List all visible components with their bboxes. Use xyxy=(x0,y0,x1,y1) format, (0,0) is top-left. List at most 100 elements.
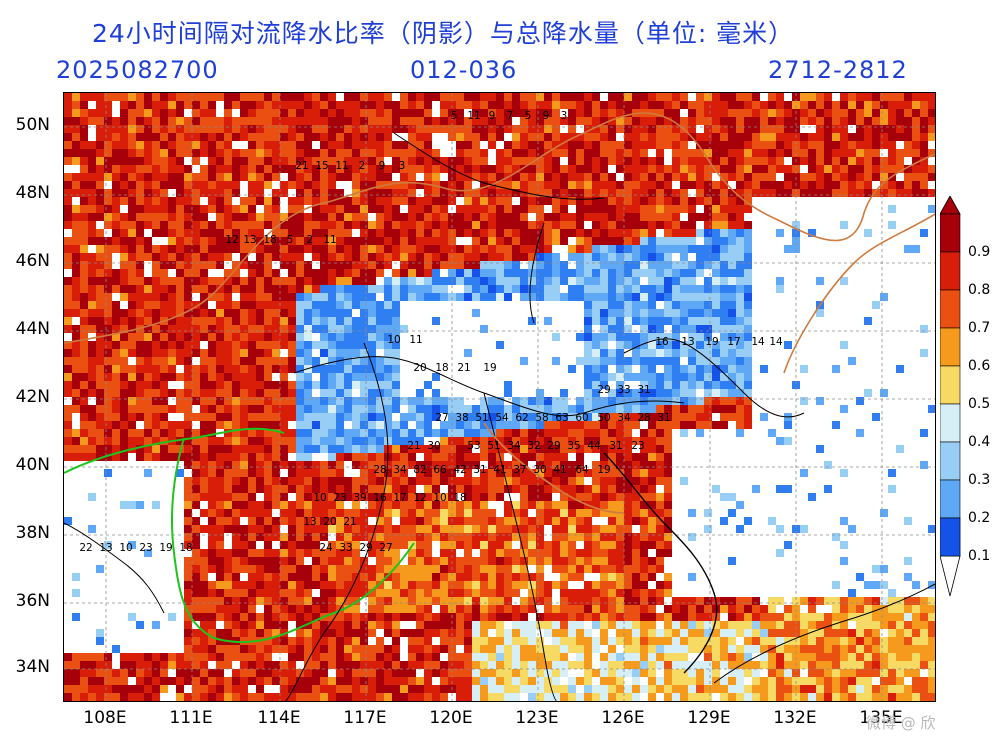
shade-cell xyxy=(216,237,224,245)
shade-cell xyxy=(832,101,840,109)
shade-cell xyxy=(616,293,624,301)
shade-cell xyxy=(464,285,472,293)
shade-cell xyxy=(272,589,280,597)
shade-cell xyxy=(312,525,320,533)
shade-cell xyxy=(600,429,608,437)
shade-cell xyxy=(248,581,256,589)
shade-cell xyxy=(664,413,672,421)
shade-cell xyxy=(560,173,568,181)
shade-cell xyxy=(328,485,336,493)
shade-cell xyxy=(232,269,240,277)
shade-cell xyxy=(320,605,328,613)
shade-cell xyxy=(632,469,640,477)
shade-cell xyxy=(200,181,208,189)
shade-cell xyxy=(496,445,504,453)
shade-cell xyxy=(320,189,328,197)
shade-cell xyxy=(736,133,744,141)
shade-cell xyxy=(456,293,464,301)
shade-cell xyxy=(232,117,240,125)
shade-cell xyxy=(872,101,880,109)
shade-cell xyxy=(240,589,248,597)
shade-cell xyxy=(432,269,440,277)
shade-cell xyxy=(328,549,336,557)
shade-cell xyxy=(728,325,736,333)
shade-cell xyxy=(656,93,664,101)
shade-cell xyxy=(560,221,568,229)
shade-cell xyxy=(584,173,592,181)
shade-cell xyxy=(472,509,480,517)
shade-cell xyxy=(432,277,440,285)
shade-cell xyxy=(504,525,512,533)
shade-cell xyxy=(496,493,504,501)
shade-cell xyxy=(384,93,392,101)
shade-cell xyxy=(400,501,408,509)
shade-cell xyxy=(200,301,208,309)
shade-cell xyxy=(152,157,160,165)
shade-cell xyxy=(184,421,192,429)
shade-cell xyxy=(864,141,872,149)
shade-cell xyxy=(408,413,416,421)
shade-cell xyxy=(80,445,88,453)
shade-cell xyxy=(456,605,464,613)
shade-cell xyxy=(536,245,544,253)
shade-cell xyxy=(472,213,480,221)
shade-cell xyxy=(544,245,552,253)
shade-cell xyxy=(648,205,656,213)
shade-cell xyxy=(848,93,856,101)
shade-cell xyxy=(208,517,216,525)
shade-cell xyxy=(384,189,392,197)
shade-cell xyxy=(360,229,368,237)
shade-cell xyxy=(512,605,520,613)
shade-cell xyxy=(816,101,824,109)
shade-cell xyxy=(624,149,632,157)
shade-cell xyxy=(488,117,496,125)
shade-cell xyxy=(440,237,448,245)
shade-cell xyxy=(368,173,376,181)
shade-cell xyxy=(136,349,144,357)
shade-cell xyxy=(640,197,648,205)
shade-cell xyxy=(728,389,736,397)
shade-cell xyxy=(64,245,72,253)
shade-cell xyxy=(688,301,696,309)
shade-cell xyxy=(128,93,136,101)
shade-cell xyxy=(200,237,208,245)
shade-cell xyxy=(344,525,352,533)
shade-cell xyxy=(520,413,528,421)
shade-cell xyxy=(272,381,280,389)
shade-cell xyxy=(232,381,240,389)
shade-cell xyxy=(152,189,160,197)
shade-cell xyxy=(728,197,736,205)
shade-cell xyxy=(224,253,232,261)
shade-cell xyxy=(120,189,128,197)
shade-cell xyxy=(176,341,184,349)
shade-cell xyxy=(392,317,400,325)
shade-cell xyxy=(344,325,352,333)
shade-cell xyxy=(488,549,496,557)
shade-cell xyxy=(80,317,88,325)
shade-cell xyxy=(600,229,608,237)
shade-cell xyxy=(672,269,680,277)
shade-cell xyxy=(648,365,656,373)
shade-cell xyxy=(312,173,320,181)
shade-cell xyxy=(184,557,192,565)
shade-cell xyxy=(624,445,632,453)
shade-cell xyxy=(144,317,152,325)
shade-cell xyxy=(416,277,424,285)
shade-cell xyxy=(480,117,488,125)
shade-cell xyxy=(696,165,704,173)
shade-cell xyxy=(728,157,736,165)
shade-cell xyxy=(680,429,688,437)
shade-cell xyxy=(216,221,224,229)
shade-cell xyxy=(160,285,168,293)
shade-cell xyxy=(616,445,624,453)
shade-cell xyxy=(712,261,720,269)
shade-cell xyxy=(592,317,600,325)
shade-cell xyxy=(680,365,688,373)
shade-cell xyxy=(464,133,472,141)
shade-cell xyxy=(712,365,720,373)
shade-cell xyxy=(904,189,912,197)
shade-cell xyxy=(472,253,480,261)
shade-cell xyxy=(312,581,320,589)
shade-cell xyxy=(456,421,464,429)
shade-cell xyxy=(504,501,512,509)
